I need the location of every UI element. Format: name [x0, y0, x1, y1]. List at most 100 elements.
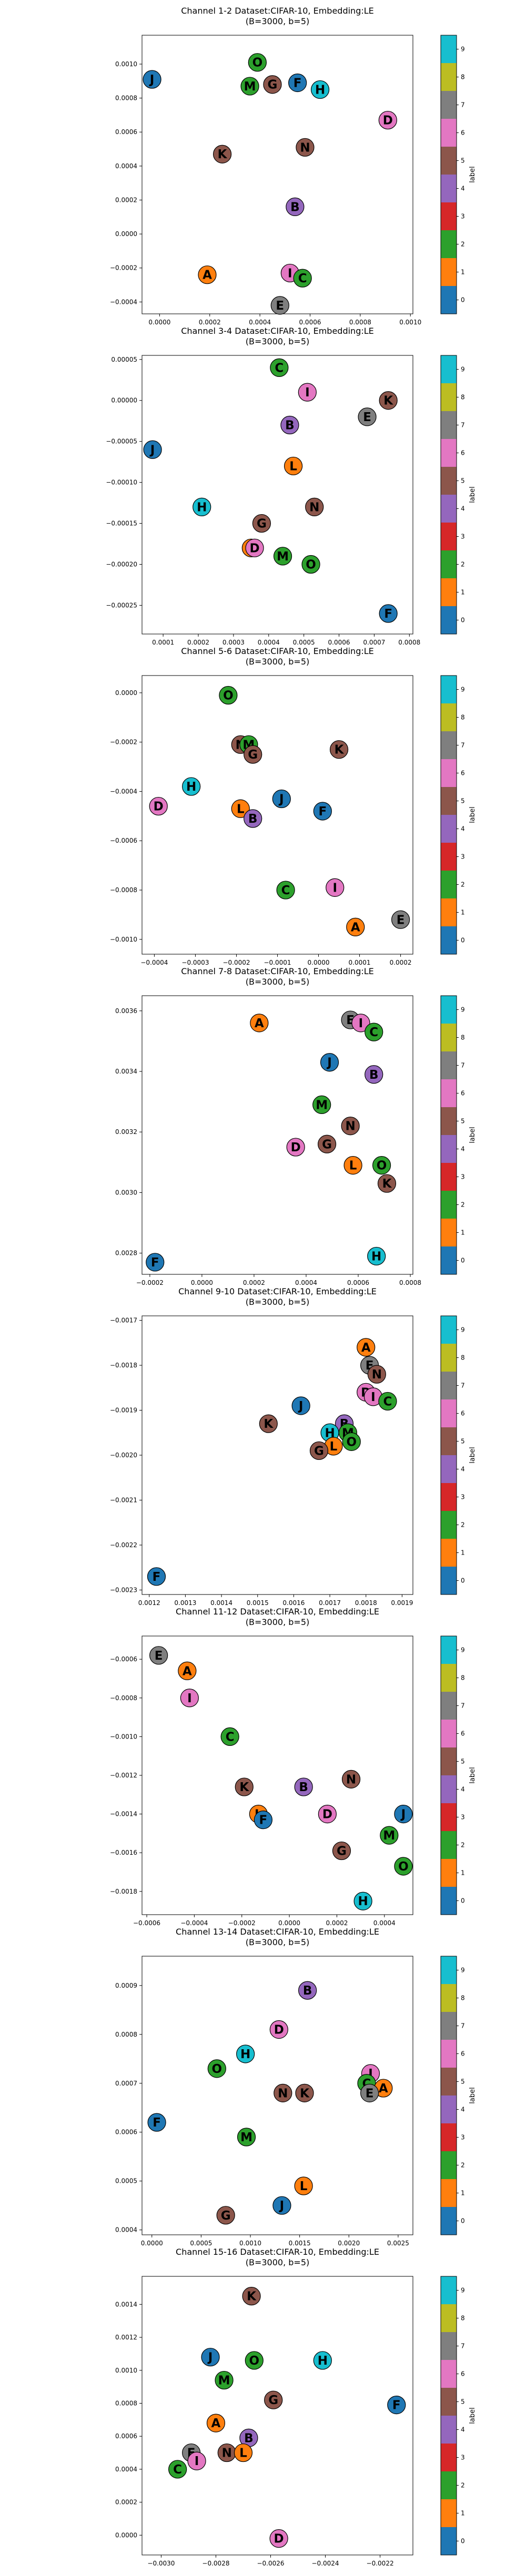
colorbar-tick-label: 1: [461, 1549, 465, 1557]
colorbar-tick-label: 6: [461, 1730, 465, 1737]
point-label: D: [383, 114, 393, 128]
y-tick-label: 0.0007: [115, 2080, 137, 2087]
colorbar-label: label: [469, 2087, 477, 2103]
colorbar-segment-9: [441, 1316, 457, 1344]
point-label: G: [221, 2209, 231, 2223]
colorbar-tick-label: 7: [461, 1062, 465, 1069]
point-marker: [272, 789, 291, 809]
point-marker: [284, 456, 303, 476]
x-tick-label: −0.0022: [367, 2560, 394, 2567]
point-label: B: [285, 419, 295, 433]
plot-area: [141, 1635, 413, 1915]
point-marker: [326, 878, 345, 897]
data-point-M: M: [240, 77, 259, 96]
x-tick-label: −0.0026: [257, 2560, 284, 2567]
data-point-D: D: [378, 110, 397, 130]
y-tick-label: 0.0000: [115, 689, 137, 697]
colorbar-segment-9: [441, 1636, 457, 1664]
colorbar-segment-4: [441, 495, 457, 523]
colorbar-segment-3: [441, 202, 457, 230]
data-point-C: C: [270, 358, 289, 377]
colorbar-tick-label: 2: [461, 1521, 465, 1529]
colorbar-tick-label: 4: [461, 1146, 465, 1153]
x-tick-label: 0.0000: [141, 2240, 163, 2247]
chart-panel-2: Channel 3-4 Dataset:CIFAR-10, Embedding:…: [106, 326, 477, 646]
point-marker: [367, 1246, 386, 1266]
colorbar-tick-label: 5: [461, 157, 465, 165]
y-tick-label: −0.00015: [106, 520, 137, 527]
point-label: I: [305, 386, 310, 400]
x-tick-label: 0.0008: [398, 639, 420, 646]
colorbar-tick-label: 9: [461, 46, 465, 53]
colorbar-frame: [440, 995, 457, 1275]
colorbar: 0 1 2 3 4 5 6 7 8 9 label: [440, 2276, 477, 2555]
colorbar-segment-7: [441, 731, 457, 759]
colorbar-segment-0: [441, 2207, 457, 2235]
colorbar-segment-1: [441, 2179, 457, 2207]
x-tick-label: −0.0030: [147, 2560, 175, 2567]
colorbar-tick-label: 3: [461, 1494, 465, 1501]
data-point-C: C: [293, 269, 312, 288]
y-tick-label: 0.0004: [115, 2226, 137, 2234]
point-label: F: [153, 1570, 161, 1584]
chart-subtitle: (B=3000, b=5): [246, 1297, 310, 1307]
data-point-L: L: [284, 456, 303, 476]
x-tick-label: 0.0001: [349, 959, 371, 966]
colorbar-segment-6: [441, 119, 457, 147]
data-point-F: F: [254, 1811, 272, 1829]
data-point-B: B: [244, 809, 262, 828]
point-label: I: [187, 1692, 192, 1705]
colorbar-tick-label: 1: [461, 909, 465, 916]
point-label: J: [278, 793, 284, 806]
colorbar-tick-label: 8: [461, 1674, 465, 1682]
data-point-J: J: [272, 789, 291, 809]
chart-panel-3: Channel 5-6 Dataset:CIFAR-10, Embedding:…: [110, 646, 477, 966]
x-tick-label: 0.0019: [391, 1599, 413, 1607]
point-label: C: [173, 2463, 182, 2477]
colorbar-segment-4: [441, 175, 457, 202]
point-label: C: [298, 272, 307, 285]
colorbar-tick-label: 8: [461, 394, 465, 401]
colorbar-tick-label: 5: [461, 1758, 465, 1765]
point-marker: [146, 1253, 165, 1272]
point-label: K: [264, 1417, 274, 1431]
point-label: D: [274, 2023, 284, 2037]
point-label: B: [248, 812, 258, 826]
point-label: C: [226, 1730, 235, 1744]
point-label: F: [392, 2399, 401, 2413]
data-point-L: L: [343, 1156, 362, 1175]
chart-subtitle: (B=3000, b=5): [246, 2257, 310, 2267]
point-label: L: [300, 2180, 308, 2193]
data-point-N: N: [367, 1365, 386, 1384]
point-marker: [332, 1841, 351, 1861]
chart-subtitle: (B=3000, b=5): [246, 336, 310, 346]
data-point-B: B: [294, 1777, 313, 1796]
colorbar-segment-7: [441, 1372, 457, 1399]
point-marker: [143, 70, 161, 89]
point-marker: [245, 2351, 264, 2370]
point-label: J: [400, 1808, 406, 1822]
plot-area: [141, 2276, 413, 2555]
colorbar-segment-6: [441, 1399, 457, 1427]
data-point-K: K: [259, 1414, 278, 1433]
y-tick-label: 0.0002: [115, 2499, 137, 2506]
x-tick-label: 0.0000: [148, 319, 170, 326]
x-tick-label: 0.0005: [293, 639, 315, 646]
colorbar-tick-label: 7: [461, 422, 465, 429]
point-marker: [216, 2206, 235, 2225]
colorbar-label: label: [469, 166, 477, 182]
point-marker: [367, 1365, 386, 1384]
colorbar-tick-label: 0: [461, 1577, 465, 1585]
y-tick-label: 0.0032: [115, 1128, 137, 1136]
x-tick-label: 0.0025: [387, 2240, 409, 2247]
point-label: E: [397, 913, 405, 927]
x-tick-label: 0.0002: [199, 319, 221, 326]
point-label: N: [346, 1120, 356, 1133]
point-label: E: [363, 411, 371, 424]
data-point-M: M: [237, 2128, 256, 2146]
colorbar-frame: [440, 1956, 457, 2235]
point-label: M: [277, 550, 289, 564]
colorbar-segment-9: [441, 355, 457, 383]
y-tick-label: 0.0004: [115, 162, 137, 170]
colorbar-tick-label: 7: [461, 1382, 465, 1389]
